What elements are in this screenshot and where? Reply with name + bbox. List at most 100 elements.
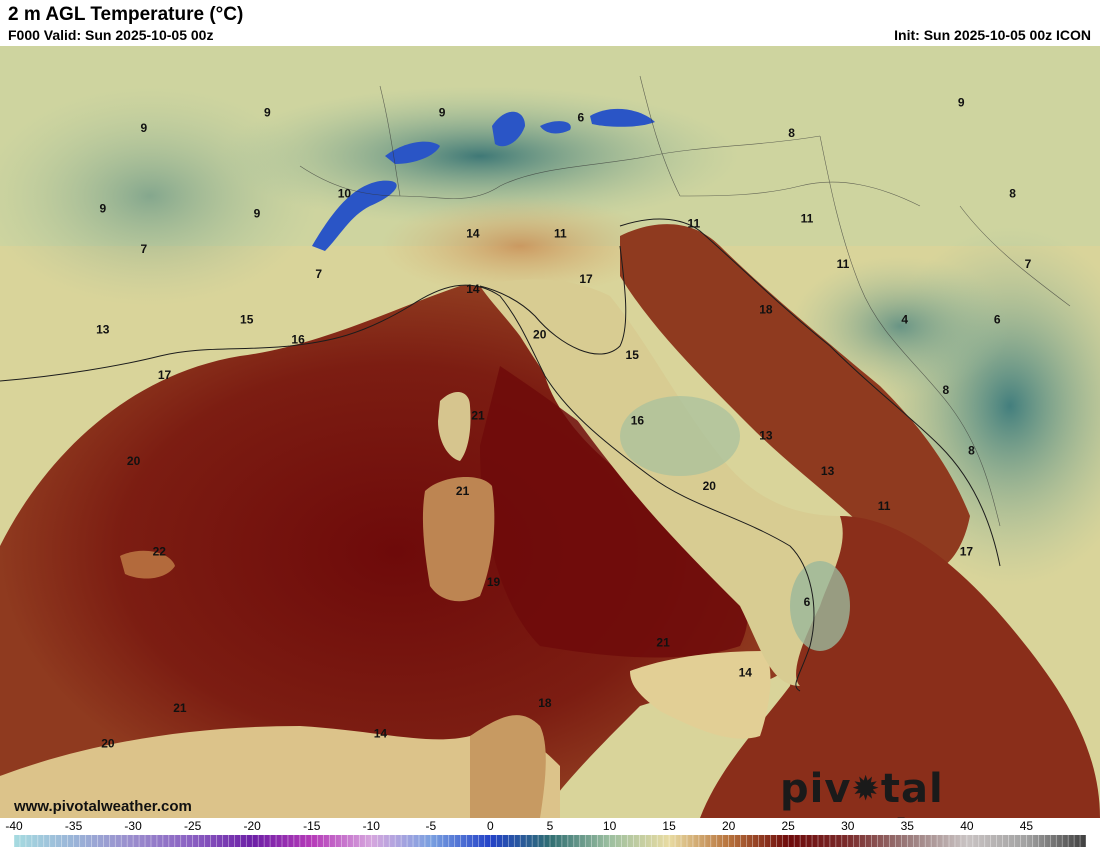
ionian-sea xyxy=(700,516,1100,818)
colorbar-tick-label: 15 xyxy=(662,819,676,833)
alps-cold-patch-4 xyxy=(540,121,571,134)
temperature-label: 13 xyxy=(96,323,110,337)
colorbar-tick-label: -25 xyxy=(184,819,202,833)
north-africa xyxy=(0,726,560,818)
logo-text-left: piv xyxy=(780,766,852,812)
temperature-label: 21 xyxy=(471,408,485,422)
temperature-label: 6 xyxy=(577,111,584,125)
colorbar-tick-label: -15 xyxy=(303,819,321,833)
italy-peninsula xyxy=(480,279,843,686)
temperature-label: 11 xyxy=(878,499,891,513)
colorbar-tick-label: 20 xyxy=(722,819,736,833)
temperature-label: 13 xyxy=(759,429,773,443)
mallorca xyxy=(120,550,175,579)
colorbar-tick-label: -5 xyxy=(425,819,437,833)
temperature-label: 9 xyxy=(958,96,965,110)
temperature-label: 9 xyxy=(141,121,148,135)
temperature-label: 14 xyxy=(739,666,753,680)
temperature-label: 16 xyxy=(631,413,645,427)
temperature-label: 22 xyxy=(153,545,167,559)
temperature-label: 8 xyxy=(968,444,975,458)
colorbar-tick-label: -20 xyxy=(243,819,261,833)
temperature-label: 8 xyxy=(788,126,795,140)
calabria-cool xyxy=(790,561,850,651)
tunisia xyxy=(470,715,546,818)
temperature-label: 11 xyxy=(837,257,850,271)
temperature-label: 14 xyxy=(466,282,480,296)
temperature-map[interactable]: 9 9 9 6 8 9 10 9 9 8 14 11 11 11 7 7 11 7 17 14 18 15 4 6 13 20 16… xyxy=(0,46,1100,818)
temperature-label: 11 xyxy=(801,212,814,226)
temperature-label: 9 xyxy=(99,202,106,216)
temperature-label: 18 xyxy=(538,696,552,710)
colorbar-tick-label: -10 xyxy=(362,819,380,833)
temperature-label: 7 xyxy=(315,267,322,281)
colorbar-tick-label: -30 xyxy=(124,819,142,833)
colorbar-tick-label: 30 xyxy=(841,819,855,833)
colorbar-tick-label: 35 xyxy=(900,819,914,833)
temperature-label: 9 xyxy=(264,106,271,120)
temperature-label: 19 xyxy=(487,575,501,589)
colorbar-tick-labels: -40 -35 -30 -25 -20 -15 -10 -5 0 5 10 15 20 25 30 35 40 4… xyxy=(0,818,1100,834)
temperature-label: 11 xyxy=(554,227,567,241)
temperature-label: 14 xyxy=(374,726,388,740)
temperature-label: 21 xyxy=(456,484,470,498)
temperature-label: 20 xyxy=(101,736,115,750)
po-valley xyxy=(380,196,660,296)
temperature-label: 11 xyxy=(688,217,701,231)
temperature-label: 14 xyxy=(466,227,480,241)
alps-cold-patch-3 xyxy=(492,111,525,147)
sicily xyxy=(630,651,771,739)
header: 2 m AGL Temperature (°C) F000 Valid: Sun… xyxy=(0,0,1100,46)
temperature-label: 18 xyxy=(759,302,773,316)
alps-cold-patch-5 xyxy=(590,108,655,127)
colorbar-tick-label: 5 xyxy=(546,819,554,833)
colorbar: -40 -35 -30 -25 -20 -15 -10 -5 0 5 10 15 20 25 30 35 40 4… xyxy=(0,818,1100,850)
temperature-label: 9 xyxy=(439,106,446,120)
western-mediterranean xyxy=(0,285,792,818)
map-title: 2 m AGL Temperature (°C) xyxy=(8,4,244,25)
colorbar-tick-label: 25 xyxy=(781,819,795,833)
temperature-label: 20 xyxy=(127,454,141,468)
adriatic-sea xyxy=(620,224,970,574)
map-canvas: 9 9 9 6 8 9 10 9 9 8 14 11 11 11 7 7 11 7 17 14 18 15 4 6 13 20 16… xyxy=(0,46,1100,818)
corsica xyxy=(438,391,471,461)
temperature-labels: 9 9 9 6 8 9 10 9 9 8 14 11 11 11 7 7 11 7 17 14 18 15 4 6 13 20 16… xyxy=(96,96,1032,751)
temperature-label: 10 xyxy=(338,186,352,200)
borders xyxy=(299,75,1071,527)
temperature-label: 6 xyxy=(804,595,811,609)
colorbar-tick-label: 45 xyxy=(1019,819,1034,833)
temperature-label: 17 xyxy=(960,545,974,559)
temperature-label: 8 xyxy=(1009,186,1016,200)
apennines-cool xyxy=(620,396,740,476)
temperature-label: 8 xyxy=(942,383,949,397)
colorbar-tick-label: 10 xyxy=(602,819,617,833)
temperature-label: 21 xyxy=(173,701,187,715)
temperature-label: 9 xyxy=(254,207,261,221)
colorbar-tick-label: 40 xyxy=(960,819,974,833)
colorbar-tick-label: -35 xyxy=(64,819,83,833)
temperature-label: 15 xyxy=(626,348,640,362)
alps-cold-patch-1 xyxy=(312,180,397,251)
temperature-label: 7 xyxy=(141,242,148,256)
temperature-label: 16 xyxy=(291,333,305,347)
colorbar-tick-label: 0 xyxy=(487,819,494,833)
temperature-label: 4 xyxy=(901,313,908,327)
website-watermark: www.pivotalweather.com xyxy=(14,798,192,815)
sardinia xyxy=(422,476,495,602)
colorbar-tick-label: -40 xyxy=(5,819,23,833)
temperature-label: 6 xyxy=(994,313,1001,327)
temperature-label: 21 xyxy=(656,635,670,649)
tyrrhenian-sea xyxy=(480,366,748,658)
temperature-label: 7 xyxy=(1025,257,1032,271)
colorbar-bar xyxy=(14,835,1086,847)
temperature-label: 20 xyxy=(703,479,717,493)
temperature-label: 20 xyxy=(533,328,547,342)
temperature-label: 15 xyxy=(240,313,254,327)
gear-icon: ✹ xyxy=(851,769,881,809)
temperature-label: 17 xyxy=(158,368,172,382)
temperature-label: 17 xyxy=(579,272,593,286)
coastlines xyxy=(0,218,1001,692)
init-time: Init: Sun 2025-10-05 00z ICON xyxy=(894,27,1091,43)
valid-time: F000 Valid: Sun 2025-10-05 00z xyxy=(8,27,214,43)
temperature-label: 13 xyxy=(821,464,835,478)
